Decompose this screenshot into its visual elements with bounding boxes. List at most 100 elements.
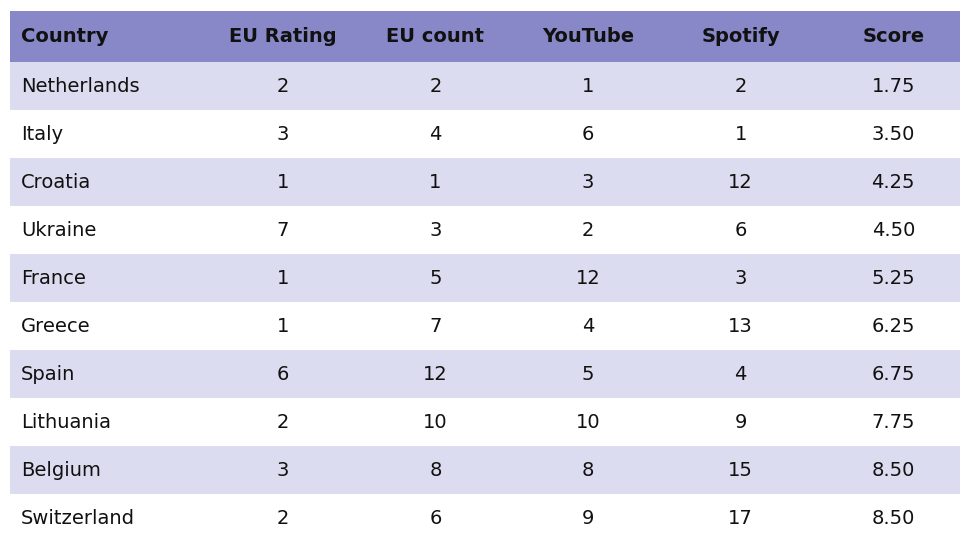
- Bar: [817, 446, 960, 494]
- Text: 2: 2: [734, 77, 747, 96]
- Bar: [206, 350, 359, 398]
- Text: 2: 2: [429, 77, 442, 96]
- Text: 7: 7: [276, 221, 289, 240]
- Text: 2: 2: [276, 77, 289, 96]
- Text: 8.50: 8.50: [872, 461, 915, 480]
- Text: 1: 1: [582, 77, 594, 96]
- Bar: [359, 350, 512, 398]
- Bar: [664, 62, 817, 111]
- Bar: [10, 207, 206, 254]
- Bar: [10, 302, 206, 350]
- Text: 2: 2: [276, 412, 289, 431]
- Text: 8: 8: [429, 461, 442, 480]
- Text: 7: 7: [429, 317, 442, 335]
- Bar: [664, 158, 817, 207]
- Bar: [817, 302, 960, 350]
- Bar: [817, 111, 960, 158]
- Text: Italy: Italy: [21, 125, 63, 144]
- Bar: [512, 62, 664, 111]
- Text: 4: 4: [734, 365, 747, 384]
- Text: Country: Country: [21, 27, 108, 46]
- Text: 1: 1: [276, 317, 289, 335]
- Bar: [512, 207, 664, 254]
- Bar: [359, 11, 512, 62]
- Text: 6: 6: [276, 365, 289, 384]
- Text: 3: 3: [276, 125, 289, 144]
- Bar: [10, 11, 206, 62]
- Bar: [206, 11, 359, 62]
- Bar: [206, 158, 359, 207]
- Bar: [512, 254, 664, 302]
- Text: 12: 12: [729, 173, 753, 192]
- Bar: [817, 11, 960, 62]
- Bar: [359, 254, 512, 302]
- Bar: [664, 446, 817, 494]
- Text: 5: 5: [429, 269, 442, 288]
- Bar: [664, 350, 817, 398]
- Text: 2: 2: [276, 508, 289, 527]
- Bar: [817, 207, 960, 254]
- Text: Ukraine: Ukraine: [21, 221, 97, 240]
- Text: 3: 3: [276, 461, 289, 480]
- Text: 1.75: 1.75: [872, 77, 915, 96]
- Text: 8.50: 8.50: [872, 508, 915, 527]
- Text: 17: 17: [729, 508, 753, 527]
- Text: 3.50: 3.50: [872, 125, 915, 144]
- Bar: [359, 158, 512, 207]
- Bar: [206, 494, 359, 542]
- Bar: [10, 254, 206, 302]
- Bar: [359, 398, 512, 446]
- Bar: [359, 207, 512, 254]
- Text: Netherlands: Netherlands: [21, 77, 140, 96]
- Bar: [817, 158, 960, 207]
- Text: 1: 1: [276, 269, 289, 288]
- Text: 8: 8: [582, 461, 594, 480]
- Bar: [664, 207, 817, 254]
- Bar: [206, 207, 359, 254]
- Bar: [664, 302, 817, 350]
- Bar: [817, 494, 960, 542]
- Bar: [359, 62, 512, 111]
- Bar: [817, 254, 960, 302]
- Text: Greece: Greece: [21, 317, 91, 335]
- Text: 5: 5: [582, 365, 594, 384]
- Text: 1: 1: [734, 125, 747, 144]
- Bar: [10, 111, 206, 158]
- Text: 6: 6: [429, 508, 442, 527]
- Text: 13: 13: [729, 317, 753, 335]
- Text: 15: 15: [729, 461, 753, 480]
- Bar: [664, 111, 817, 158]
- Text: Spotify: Spotify: [702, 27, 780, 46]
- Text: 2: 2: [582, 221, 594, 240]
- Bar: [10, 398, 206, 446]
- Bar: [512, 111, 664, 158]
- Bar: [10, 62, 206, 111]
- Bar: [206, 62, 359, 111]
- Text: 4.25: 4.25: [872, 173, 915, 192]
- Text: 12: 12: [576, 269, 600, 288]
- Bar: [359, 302, 512, 350]
- Bar: [206, 302, 359, 350]
- Bar: [512, 446, 664, 494]
- Bar: [359, 111, 512, 158]
- Text: 6.75: 6.75: [872, 365, 915, 384]
- Text: 6: 6: [734, 221, 747, 240]
- Text: Belgium: Belgium: [21, 461, 101, 480]
- Bar: [10, 350, 206, 398]
- Text: 4: 4: [582, 317, 594, 335]
- Bar: [512, 302, 664, 350]
- Bar: [664, 254, 817, 302]
- Text: Spain: Spain: [21, 365, 76, 384]
- Text: 9: 9: [582, 508, 594, 527]
- Bar: [817, 398, 960, 446]
- Bar: [817, 350, 960, 398]
- Bar: [10, 494, 206, 542]
- Bar: [512, 398, 664, 446]
- Bar: [206, 398, 359, 446]
- Text: France: France: [21, 269, 86, 288]
- Text: 9: 9: [734, 412, 747, 431]
- Bar: [512, 494, 664, 542]
- Text: 3: 3: [582, 173, 594, 192]
- Bar: [512, 350, 664, 398]
- Text: 6.25: 6.25: [872, 317, 915, 335]
